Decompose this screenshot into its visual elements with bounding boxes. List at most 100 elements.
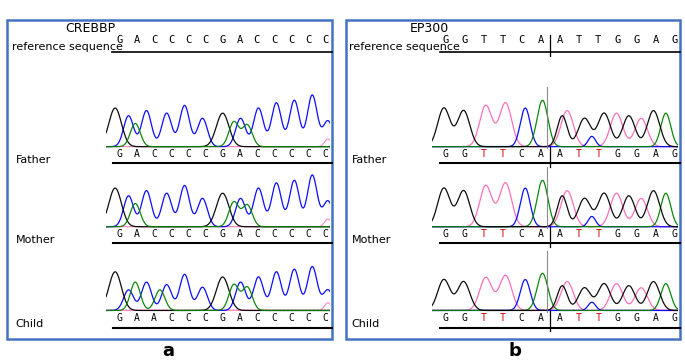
Text: A: A [557, 229, 563, 239]
Text: G: G [672, 313, 677, 323]
Text: G: G [442, 35, 449, 45]
Text: A: A [557, 313, 563, 323]
Text: A: A [653, 229, 658, 239]
Text: C: C [519, 149, 525, 159]
Text: T: T [481, 229, 486, 239]
Text: C: C [186, 229, 191, 239]
Text: C: C [306, 149, 311, 159]
Text: G: G [117, 149, 123, 159]
Text: A: A [134, 35, 140, 45]
Text: A: A [538, 35, 544, 45]
Text: G: G [117, 313, 123, 323]
Text: b: b [509, 343, 521, 360]
Text: CREBBP: CREBBP [65, 22, 115, 35]
Text: Father: Father [16, 155, 51, 165]
Text: C: C [254, 313, 260, 323]
Text: G: G [462, 229, 467, 239]
Text: T: T [499, 149, 506, 159]
Text: G: G [614, 149, 621, 159]
Text: G: G [634, 35, 640, 45]
Text: T: T [499, 313, 506, 323]
Text: A: A [236, 35, 243, 45]
Text: C: C [323, 149, 328, 159]
Text: C: C [519, 35, 525, 45]
Text: C: C [271, 35, 277, 45]
Text: G: G [672, 149, 677, 159]
Text: C: C [323, 313, 328, 323]
Text: A: A [237, 149, 242, 159]
Text: A: A [653, 35, 659, 45]
Text: C: C [202, 35, 209, 45]
Text: A: A [538, 149, 544, 159]
Text: A: A [237, 313, 242, 323]
FancyBboxPatch shape [346, 20, 680, 339]
Text: A: A [538, 229, 544, 239]
Text: reference sequence: reference sequence [349, 42, 460, 52]
Text: G: G [634, 229, 639, 239]
Text: C: C [203, 149, 208, 159]
Text: a: a [162, 343, 174, 360]
Text: T: T [595, 313, 601, 323]
Text: G: G [443, 149, 448, 159]
Text: C: C [186, 149, 191, 159]
Text: A: A [151, 313, 157, 323]
Text: C: C [254, 149, 260, 159]
Text: T: T [499, 35, 506, 45]
Text: G: G [672, 229, 677, 239]
Text: G: G [443, 229, 448, 239]
Text: G: G [219, 35, 226, 45]
Text: T: T [576, 149, 582, 159]
Text: G: G [220, 229, 225, 239]
Text: T: T [595, 149, 601, 159]
Text: A: A [237, 229, 242, 239]
Text: Mother: Mother [351, 235, 390, 245]
Text: C: C [271, 149, 277, 159]
Text: A: A [134, 229, 140, 239]
Text: T: T [480, 35, 486, 45]
Text: Mother: Mother [16, 235, 55, 245]
Text: A: A [538, 313, 544, 323]
Text: C: C [169, 313, 174, 323]
Text: A: A [134, 313, 140, 323]
Text: G: G [462, 149, 467, 159]
Text: C: C [151, 149, 157, 159]
Text: C: C [288, 35, 295, 45]
Text: C: C [288, 229, 294, 239]
Text: G: G [116, 35, 123, 45]
Text: Child: Child [16, 319, 44, 329]
Text: G: G [461, 35, 467, 45]
Text: G: G [614, 229, 621, 239]
Text: A: A [134, 149, 140, 159]
FancyBboxPatch shape [7, 20, 332, 339]
Text: C: C [203, 313, 208, 323]
Text: C: C [185, 35, 192, 45]
Text: T: T [576, 313, 582, 323]
Text: C: C [169, 229, 174, 239]
Text: C: C [288, 149, 294, 159]
Text: C: C [519, 313, 525, 323]
Text: G: G [634, 149, 639, 159]
Text: G: G [671, 35, 678, 45]
Text: C: C [271, 229, 277, 239]
Text: Child: Child [351, 319, 379, 329]
Text: C: C [254, 229, 260, 239]
Text: C: C [306, 229, 311, 239]
Text: C: C [169, 149, 174, 159]
Text: T: T [481, 313, 486, 323]
Text: C: C [186, 313, 191, 323]
Text: T: T [595, 229, 601, 239]
Text: T: T [481, 149, 486, 159]
Text: T: T [576, 229, 582, 239]
Text: G: G [220, 149, 225, 159]
Text: C: C [151, 35, 158, 45]
Text: C: C [151, 229, 157, 239]
Text: C: C [519, 229, 525, 239]
Text: C: C [203, 229, 208, 239]
Text: A: A [557, 35, 563, 45]
Text: T: T [576, 35, 582, 45]
Text: A: A [557, 149, 563, 159]
Text: G: G [462, 313, 467, 323]
Text: C: C [322, 35, 329, 45]
Text: reference sequence: reference sequence [12, 42, 123, 52]
Text: A: A [653, 149, 658, 159]
